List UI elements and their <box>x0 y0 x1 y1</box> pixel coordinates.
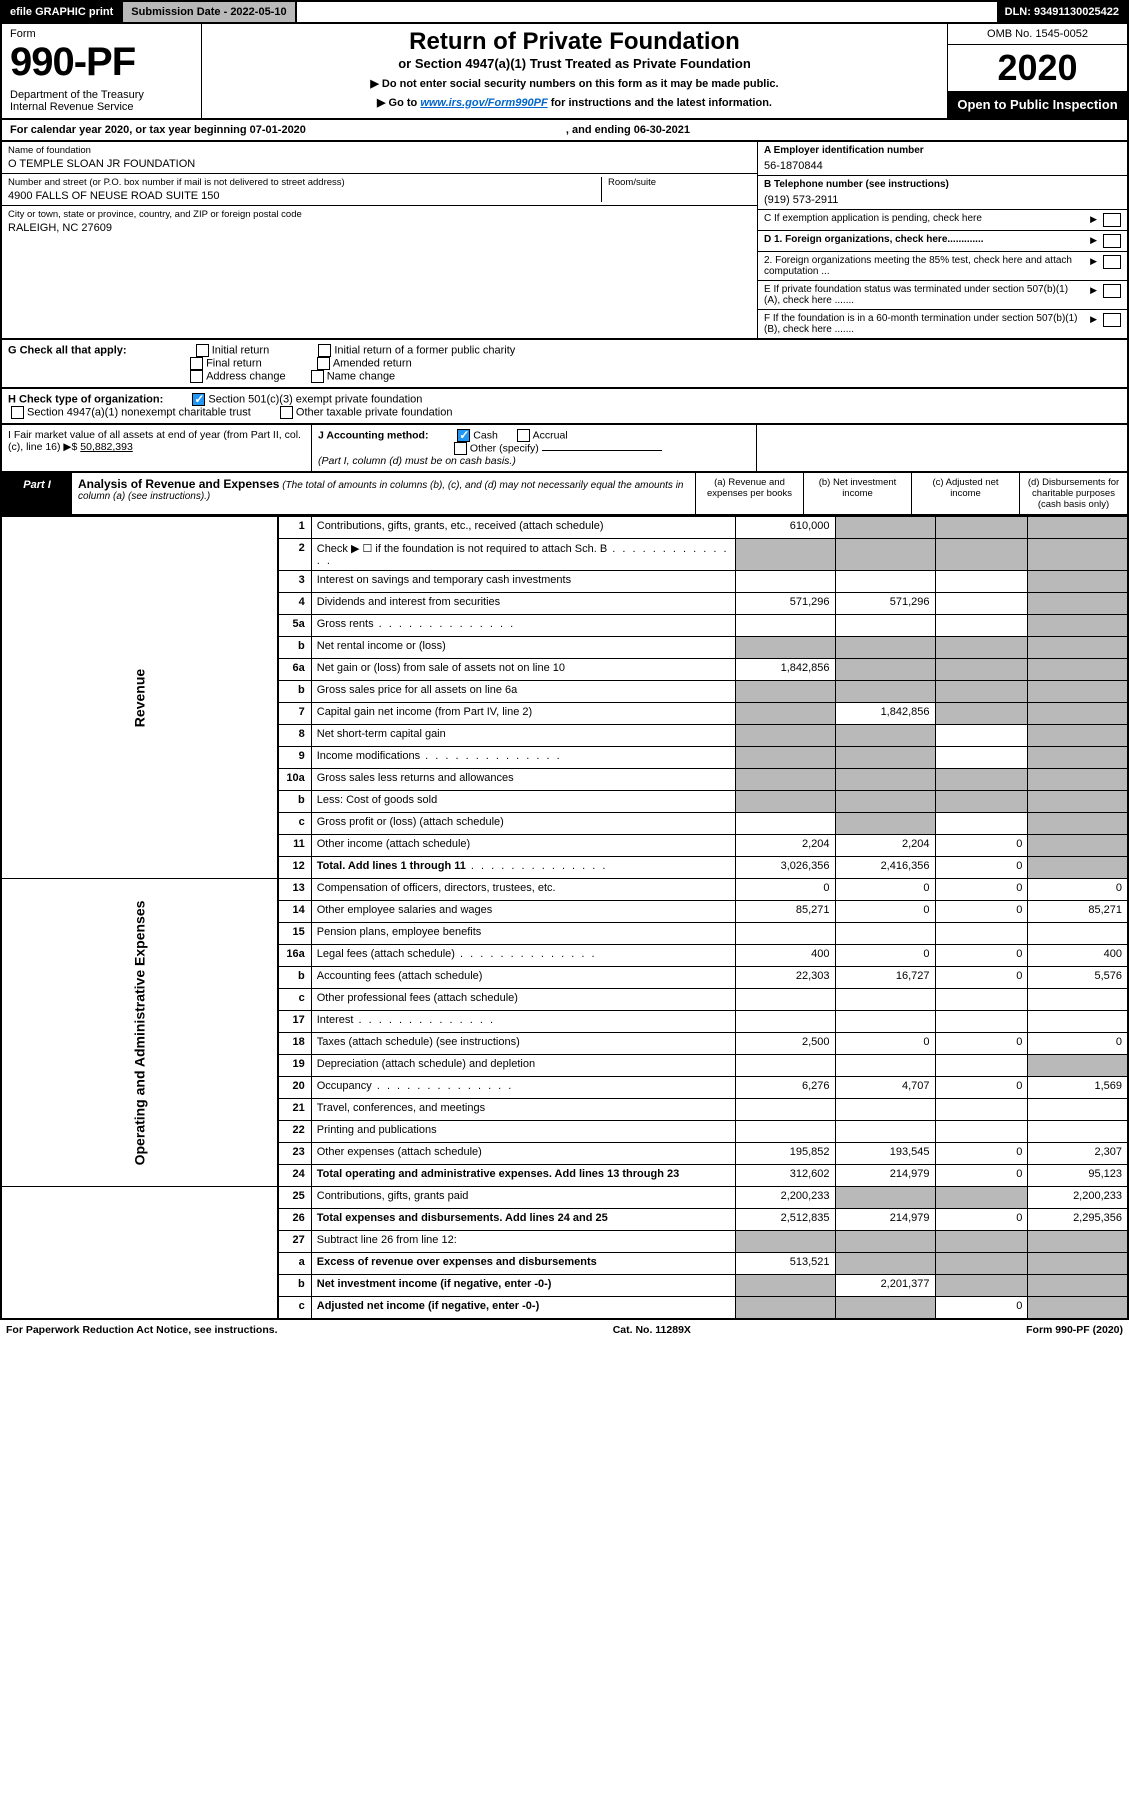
j-cash-checkbox[interactable] <box>457 429 470 442</box>
table-row: Revenue 1Contributions, gifts, grants, e… <box>1 517 1128 539</box>
street-address: 4900 FALLS OF NEUSE ROAD SUITE 150 <box>8 190 601 202</box>
d1-checkbox[interactable] <box>1103 234 1121 248</box>
h3-checkbox[interactable] <box>280 406 293 419</box>
j-label: J Accounting method: <box>318 429 428 441</box>
efile-label: efile GRAPHIC print <box>2 2 121 22</box>
form-header: Form 990-PF Department of the Treasury I… <box>0 24 1129 120</box>
g-label: G Check all that apply: <box>8 344 127 356</box>
phone-label: B Telephone number (see instructions) <box>764 179 1121 190</box>
table-row: Operating and Administrative Expenses 13… <box>1 879 1128 901</box>
room-label: Room/suite <box>608 177 751 188</box>
e-label: E If private foundation status was termi… <box>764 284 1090 306</box>
name-label: Name of foundation <box>8 145 751 156</box>
submission-date: Submission Date - 2022-05-10 <box>121 2 296 22</box>
check-row-g: G Check all that apply: Initial return I… <box>0 340 1129 389</box>
revenue-sidebar: Revenue <box>131 565 147 830</box>
paperwork-notice: For Paperwork Reduction Act Notice, see … <box>6 1324 278 1336</box>
h-label: H Check type of organization: <box>8 393 163 405</box>
form-table: Revenue 1Contributions, gifts, grants, e… <box>0 516 1129 1320</box>
form-ref: Form 990-PF (2020) <box>1026 1324 1123 1336</box>
d1-label: D 1. Foreign organizations, check here..… <box>764 234 984 245</box>
note-link: ▶ Go to www.irs.gov/Form990PF for instru… <box>210 96 939 109</box>
g6-checkbox[interactable] <box>311 370 324 383</box>
addr-label: Number and street (or P.O. box number if… <box>8 177 601 188</box>
col-c-header: (c) Adjusted net income <box>911 473 1019 514</box>
check-row-h: H Check type of organization: Section 50… <box>0 389 1129 425</box>
dln-label: DLN: 93491130025422 <box>997 2 1127 22</box>
g4-checkbox[interactable] <box>318 344 331 357</box>
c-checkbox[interactable] <box>1103 213 1121 227</box>
j-other-checkbox[interactable] <box>454 442 467 455</box>
f-label: F If the foundation is in a 60-month ter… <box>764 313 1090 335</box>
g1-checkbox[interactable] <box>196 344 209 357</box>
d2-label: 2. Foreign organizations meeting the 85%… <box>764 255 1090 277</box>
g2-checkbox[interactable] <box>190 357 203 370</box>
i-label: I Fair market value of all assets at end… <box>8 429 301 453</box>
top-bar: efile GRAPHIC print Submission Date - 20… <box>0 0 1129 24</box>
form-label: Form <box>10 28 193 40</box>
d2-checkbox[interactable] <box>1103 255 1121 269</box>
form-title: Return of Private Foundation <box>210 28 939 56</box>
open-public-label: Open to Public Inspection <box>948 91 1127 118</box>
city-state-zip: RALEIGH, NC 27609 <box>8 222 751 234</box>
fmv-row: I Fair market value of all assets at end… <box>0 425 1129 473</box>
g3-checkbox[interactable] <box>190 370 203 383</box>
h1-checkbox[interactable] <box>192 393 205 406</box>
c-label: C If exemption application is pending, c… <box>764 213 1090 224</box>
col-d-header: (d) Disbursements for charitable purpose… <box>1019 473 1127 514</box>
f-checkbox[interactable] <box>1103 313 1121 327</box>
j-accrual-checkbox[interactable] <box>517 429 530 442</box>
col-b-header: (b) Net investment income <box>803 473 911 514</box>
ein-label: A Employer identification number <box>764 145 1121 156</box>
ein-value: 56-1870844 <box>764 160 1121 172</box>
col-a-header: (a) Revenue and expenses per books <box>695 473 803 514</box>
e-checkbox[interactable] <box>1103 284 1121 298</box>
page-footer: For Paperwork Reduction Act Notice, see … <box>0 1320 1129 1340</box>
tax-year: 2020 <box>948 45 1127 91</box>
form-number: 990-PF <box>10 40 193 85</box>
form-subtitle: or Section 4947(a)(1) Trust Treated as P… <box>210 56 939 71</box>
instructions-link[interactable]: www.irs.gov/Form990PF <box>420 97 547 109</box>
department-label: Department of the Treasury Internal Reve… <box>10 89 193 113</box>
g5-checkbox[interactable] <box>317 357 330 370</box>
h2-checkbox[interactable] <box>11 406 24 419</box>
table-row: 25Contributions, gifts, grants paid2,200… <box>1 1187 1128 1209</box>
omb-number: OMB No. 1545-0052 <box>948 24 1127 45</box>
identity-box: Name of foundation O TEMPLE SLOAN JR FOU… <box>0 142 1129 340</box>
foundation-name: O TEMPLE SLOAN JR FOUNDATION <box>8 158 751 170</box>
calendar-year-row: For calendar year 2020, or tax year begi… <box>0 120 1129 142</box>
phone-value: (919) 573-2911 <box>764 194 1121 206</box>
note-ssn: ▶ Do not enter social security numbers o… <box>210 77 939 90</box>
expenses-sidebar: Operating and Administrative Expenses <box>131 900 147 1165</box>
part1-label: Part I <box>2 473 72 514</box>
cat-number: Cat. No. 11289X <box>613 1324 691 1336</box>
j-note: (Part I, column (d) must be on cash basi… <box>318 455 516 467</box>
part1-header: Part I Analysis of Revenue and Expenses … <box>0 473 1129 516</box>
i-value: 50,882,393 <box>80 441 133 453</box>
city-label: City or town, state or province, country… <box>8 209 751 220</box>
